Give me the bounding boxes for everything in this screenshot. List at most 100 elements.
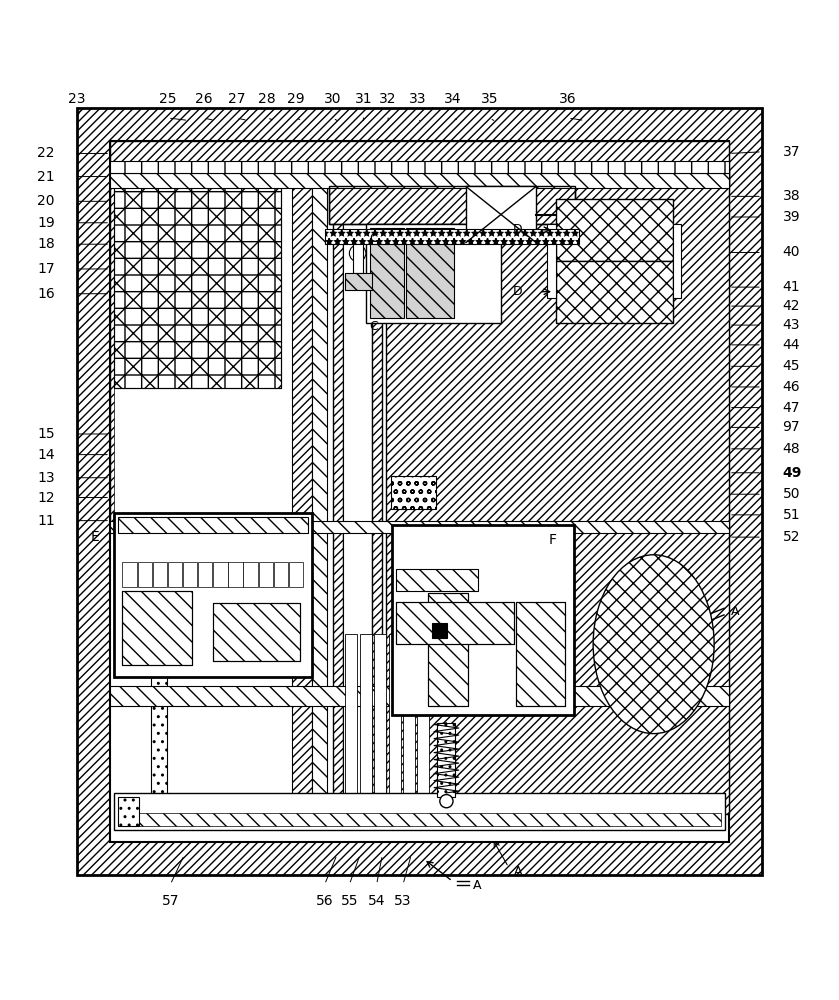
Text: A: A: [473, 879, 482, 892]
Bar: [243, 562, 258, 587]
Text: 27: 27: [227, 92, 245, 106]
Text: D: D: [513, 223, 523, 236]
Bar: [373, 217, 383, 814]
Bar: [118, 797, 139, 826]
Text: E: E: [91, 530, 99, 544]
Bar: [396, 602, 514, 644]
Text: 16: 16: [37, 287, 55, 301]
Bar: [114, 169, 281, 388]
Text: 52: 52: [783, 530, 800, 544]
Bar: [110, 162, 295, 527]
Text: A: A: [514, 865, 523, 878]
Bar: [428, 593, 468, 706]
Bar: [168, 562, 182, 587]
Text: 41: 41: [783, 280, 800, 294]
Text: 40: 40: [783, 245, 800, 259]
Text: 30: 30: [324, 92, 341, 106]
Bar: [406, 228, 454, 318]
Text: 97: 97: [783, 420, 800, 434]
Text: 49: 49: [783, 466, 802, 480]
Text: 46: 46: [783, 380, 800, 394]
Bar: [673, 224, 681, 298]
Text: 56: 56: [315, 894, 333, 908]
Bar: [418, 634, 430, 809]
Bar: [345, 634, 357, 809]
Bar: [366, 224, 501, 323]
Text: 37: 37: [783, 145, 800, 159]
Text: 36: 36: [560, 92, 577, 106]
Bar: [329, 186, 575, 224]
Bar: [213, 603, 300, 661]
Bar: [114, 513, 312, 677]
Bar: [213, 562, 227, 587]
Text: 55: 55: [341, 894, 358, 908]
Bar: [374, 634, 386, 809]
Text: 34: 34: [444, 92, 461, 106]
Bar: [333, 217, 343, 814]
Text: A: A: [731, 605, 739, 618]
Bar: [428, 593, 468, 706]
Text: 11: 11: [37, 514, 55, 528]
Text: 15: 15: [37, 427, 55, 441]
Text: 23: 23: [68, 92, 86, 106]
Text: 14: 14: [37, 448, 55, 462]
Text: 29: 29: [287, 92, 305, 106]
Bar: [555, 261, 673, 323]
Bar: [555, 199, 673, 261]
Bar: [437, 723, 456, 797]
Text: 28: 28: [258, 92, 276, 106]
Text: 45: 45: [783, 359, 800, 373]
Bar: [396, 602, 514, 644]
Bar: [432, 623, 447, 638]
Bar: [213, 603, 300, 661]
Text: 31: 31: [355, 92, 373, 106]
Bar: [114, 166, 292, 523]
Bar: [110, 161, 729, 173]
Bar: [274, 562, 288, 587]
Bar: [392, 525, 574, 715]
Ellipse shape: [593, 555, 714, 734]
Bar: [198, 562, 212, 587]
Text: 44: 44: [783, 338, 800, 352]
Bar: [343, 217, 373, 814]
Bar: [118, 517, 308, 533]
Circle shape: [440, 795, 453, 808]
Bar: [183, 562, 197, 587]
Bar: [573, 203, 580, 226]
Text: 57: 57: [162, 894, 179, 908]
Bar: [151, 527, 168, 814]
Bar: [345, 273, 372, 290]
Bar: [114, 793, 725, 830]
Text: 18: 18: [37, 237, 55, 251]
Bar: [547, 224, 555, 298]
Bar: [110, 141, 729, 842]
Bar: [110, 141, 729, 186]
Bar: [387, 168, 729, 814]
Bar: [289, 562, 303, 587]
Text: 22: 22: [37, 146, 55, 160]
Bar: [360, 634, 372, 809]
Text: C: C: [370, 232, 378, 245]
Bar: [396, 569, 478, 591]
Bar: [292, 168, 312, 814]
Bar: [312, 168, 327, 814]
Bar: [138, 562, 152, 587]
Text: 43: 43: [783, 318, 800, 332]
Bar: [114, 169, 281, 388]
Circle shape: [349, 245, 366, 262]
Text: 35: 35: [481, 92, 498, 106]
Bar: [122, 591, 192, 665]
Text: 17: 17: [37, 262, 55, 276]
Text: 39: 39: [783, 210, 800, 224]
Bar: [122, 591, 192, 665]
Bar: [388, 634, 400, 809]
Bar: [110, 686, 729, 706]
Text: 25: 25: [159, 92, 176, 106]
Bar: [403, 224, 411, 290]
Text: 50: 50: [783, 487, 800, 501]
Bar: [110, 521, 729, 533]
Bar: [258, 562, 273, 587]
Bar: [466, 186, 536, 243]
Bar: [110, 173, 729, 188]
Bar: [353, 244, 363, 273]
